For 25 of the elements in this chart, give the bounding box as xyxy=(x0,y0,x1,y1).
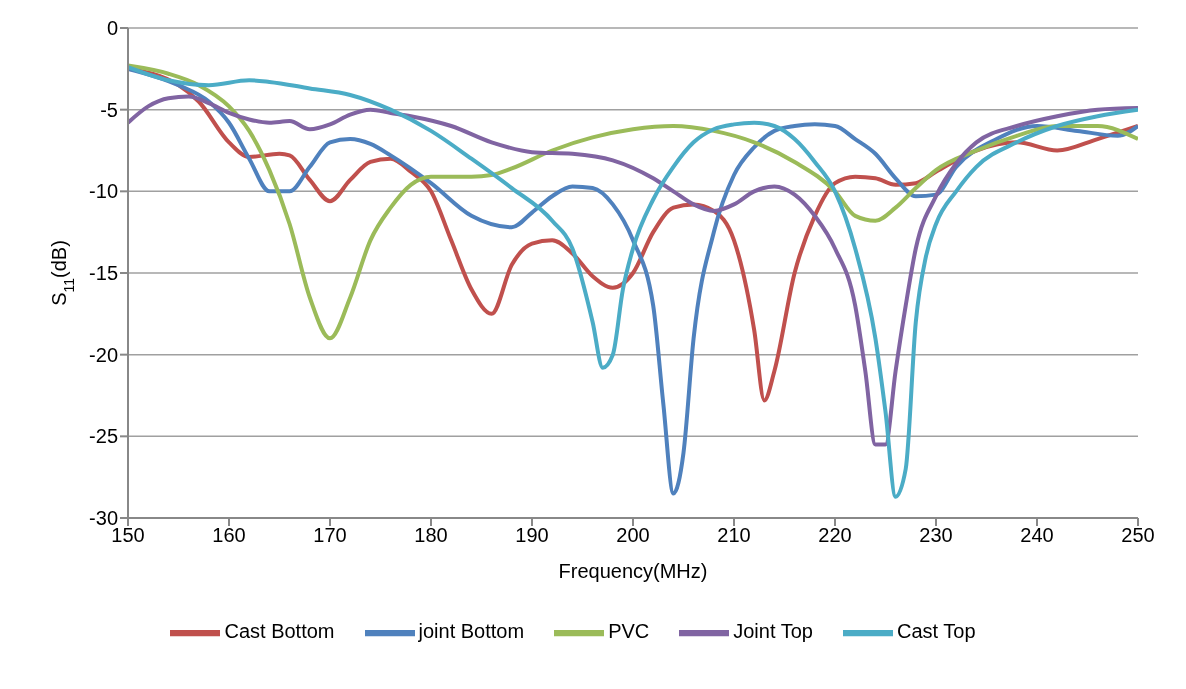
legend-label: joint Bottom xyxy=(418,620,525,643)
x-tick-label: 250 xyxy=(1121,524,1155,547)
x-tick-label: 200 xyxy=(616,524,650,547)
legend-label: PVC xyxy=(608,620,650,643)
x-tick-label: 180 xyxy=(414,524,448,547)
x-tick-label: 190 xyxy=(515,524,549,547)
x-tick-label: 230 xyxy=(919,524,953,547)
y-tick-label: -20 xyxy=(89,343,118,366)
line-series xyxy=(128,94,1138,447)
legend-label: Cast Bottom xyxy=(224,620,335,643)
y-tick-label: 0 xyxy=(106,17,118,40)
x-tick-label: 210 xyxy=(717,524,751,547)
y-tick-label: -25 xyxy=(89,425,118,448)
y-tick-label: -15 xyxy=(89,262,118,285)
legend-label: Joint Top xyxy=(733,620,813,643)
x-tick-label: 220 xyxy=(818,524,852,547)
x-tick-label: 240 xyxy=(1020,524,1054,547)
y-tick-label: -10 xyxy=(89,180,118,203)
line-series xyxy=(128,63,1138,341)
x-tick-label: 170 xyxy=(313,524,347,547)
x-tick-label: 160 xyxy=(212,524,246,547)
legend-label: Cast Top xyxy=(896,620,976,643)
y-tick-label: -5 xyxy=(100,98,118,121)
x-tick-label: 150 xyxy=(111,524,145,547)
x-axis-title: Frequency(MHz) xyxy=(558,560,708,582)
